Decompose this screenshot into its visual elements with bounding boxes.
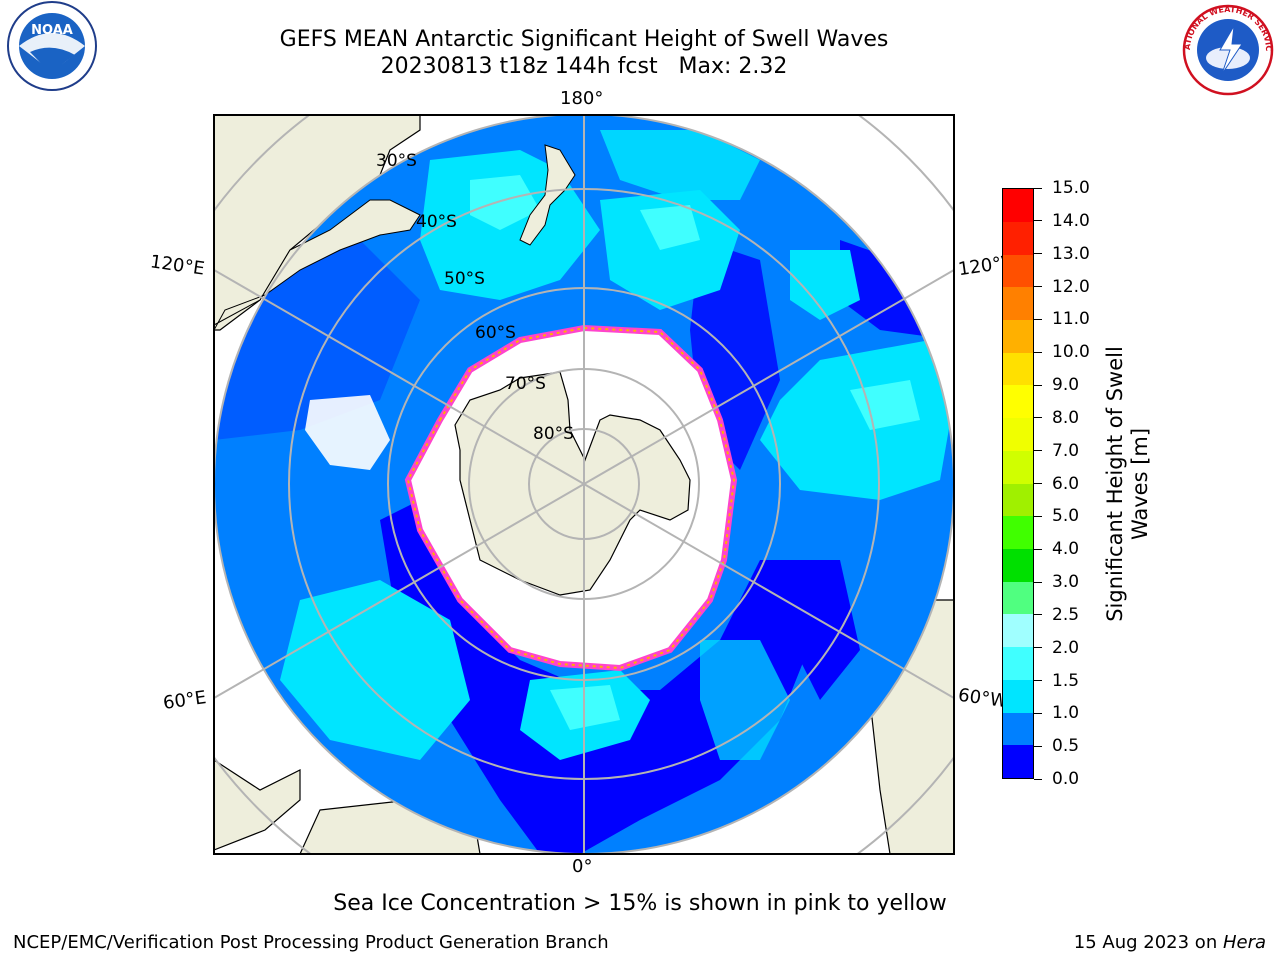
colorbar-tick [1034,548,1042,550]
colorbar-segment [1003,483,1033,517]
colorbar-segment [1003,548,1033,582]
colorbar-segment [1003,352,1033,386]
colorbar-tick [1034,253,1042,255]
colorbar-segment [1003,745,1033,778]
noaa-logo-text: NOAA [31,23,73,38]
colorbar-tick-label: 0.0 [1052,769,1080,789]
lat-label-30s: 30°S [376,151,417,171]
colorbar-tick [1034,778,1042,780]
colorbar-title-line2: Waves [m] [1128,427,1152,541]
colorbar-title-line1: Significant Height of Swell [1103,346,1127,622]
colorbar-segment [1003,385,1033,419]
lat-label-60s: 60°S [475,323,516,343]
colorbar-tick [1034,286,1042,287]
colorbar-tick-label: 14.0 [1052,210,1090,231]
colorbar-segment [1003,712,1033,746]
colorbar-segment [1003,418,1033,451]
colorbar-tick-label: 4.0 [1052,539,1080,560]
footer-host: Hera [1222,932,1266,953]
colorbar-tick-label: 3.0 [1052,572,1080,592]
colorbar-tick [1034,647,1042,649]
colorbar-tick-label: 0.5 [1052,736,1080,757]
colorbar-tick [1034,351,1042,353]
lat-label-70s: 70°S [505,374,546,394]
colorbar-segment [1003,581,1033,615]
colorbar-tick-label: 1.5 [1052,670,1080,691]
lon-label-180: 180° [560,88,604,109]
colorbar-tick-label: 10.0 [1052,342,1090,363]
lat-label-80s: 80°S [533,424,574,444]
colorbar-segment [1003,189,1033,222]
sea-ice-caption: Sea Ice Concentration > 15% is shown in … [333,891,947,916]
colorbar-tick [1034,187,1042,189]
colorbar-tick [1034,515,1042,517]
lat-label-50s: 50°S [444,269,485,289]
lon-label-0: 0° [572,856,593,877]
colorbar-tick-label: 8.0 [1052,407,1080,428]
australia-coast [214,199,421,331]
chart-subtitle: 20230813 t18z 144h fcst Max: 2.32 [380,54,788,79]
colorbar-segment [1003,450,1033,484]
colorbar-segment [1003,516,1033,549]
colorbar-tick [1034,680,1042,681]
colorbar-segment [1003,287,1033,320]
footer-branch: NCEP/EMC/Verification Post Processing Pr… [13,932,609,953]
chart-title: GEFS MEAN Antarctic Significant Height o… [279,27,889,52]
colorbar-tick [1034,318,1042,320]
colorbar-title: Significant Height of Swell Waves [m] [1103,346,1153,622]
colorbar-tick [1034,220,1042,222]
colorbar-tick-label: 6.0 [1052,473,1080,494]
colorbar-tick [1034,483,1042,484]
antarctica [454,371,691,596]
colorbar-tick [1034,614,1042,616]
colorbar-tick-label: 11.0 [1052,309,1090,330]
nws-logo: NATIONAL WEATHER SERVICE [1176,0,1274,96]
colorbar-tick-label: 15.0 [1052,178,1090,198]
map-frame [213,114,955,855]
colorbar-tick [1034,417,1042,419]
colorbar-segment [1003,679,1033,713]
footer-date: 15 Aug 2023 on Hera [1074,932,1266,953]
footer-date-text: 15 Aug 2023 on [1073,932,1223,953]
colorbar-tick-label: 12.0 [1052,276,1090,297]
colorbar-tick [1034,745,1042,747]
colorbar-tick-label: 9.0 [1052,375,1080,395]
colorbar-segment [1003,254,1033,288]
colorbar-segment [1003,647,1033,680]
colorbar-tick [1034,384,1042,386]
colorbar-tick-label: 2.0 [1052,637,1080,658]
colorbar [1002,188,1034,779]
colorbar-segment [1003,319,1033,353]
colorbar-segment [1003,614,1033,648]
colorbar-tick-label: 5.0 [1052,506,1080,527]
colorbar-segment [1003,221,1033,255]
colorbar-tick-label: 2.5 [1052,604,1080,625]
noaa-logo: NOAA [7,1,97,91]
lat-label-40s: 40°S [416,212,457,232]
graticule [214,115,954,854]
colorbar-tick-label: 1.0 [1052,703,1080,724]
colorbar-tick-label: 13.0 [1052,243,1090,264]
colorbar-tick [1034,450,1042,452]
colorbar-tick-label: 7.0 [1052,440,1080,461]
colorbar-tick [1034,581,1042,583]
colorbar-tick [1034,712,1042,714]
